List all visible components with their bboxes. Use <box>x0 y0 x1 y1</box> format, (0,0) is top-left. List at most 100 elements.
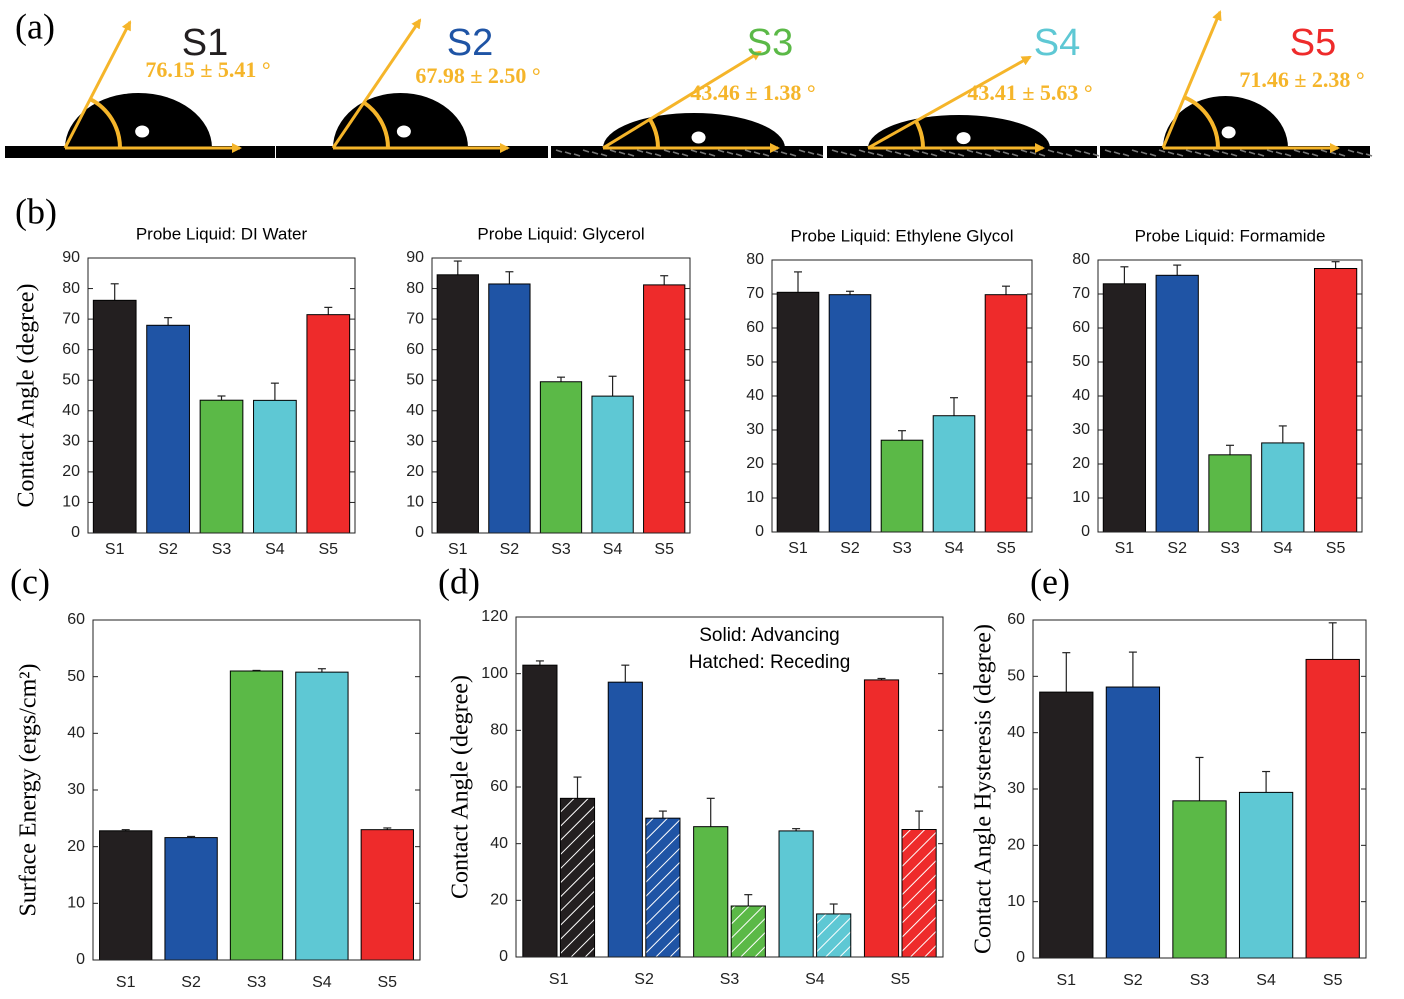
bar <box>608 682 642 957</box>
y-tick-label: 30 <box>1072 421 1090 438</box>
y-tick-label: 10 <box>1072 489 1090 506</box>
y-tick-label: 10 <box>1007 893 1025 910</box>
y-tick-label: 70 <box>746 285 764 302</box>
y-tick-label: 70 <box>1072 285 1090 302</box>
bar <box>560 798 594 957</box>
bar <box>731 906 765 957</box>
bar <box>1239 792 1292 958</box>
y-tick-label: 30 <box>62 433 80 450</box>
y-tick-label: 20 <box>1007 837 1025 854</box>
y-tick-label: 10 <box>62 494 80 511</box>
bar <box>100 831 152 960</box>
y-tick-label: 20 <box>490 892 508 909</box>
x-tick-label: S5 <box>654 541 674 558</box>
y-tick-label: 80 <box>746 251 764 268</box>
y-tick-label: 60 <box>67 611 85 628</box>
chart-title: Probe Liquid: Formamide <box>1135 226 1326 245</box>
y-tick-label: 40 <box>1072 387 1090 404</box>
x-tick-label: S5 <box>378 974 398 991</box>
angle-label: 67.98 ± 2.50 ° <box>415 63 540 88</box>
bar <box>933 416 975 532</box>
y-tick-label: 80 <box>490 722 508 739</box>
y-tick-label: 20 <box>67 838 85 855</box>
y-tick-label: 0 <box>1016 949 1025 966</box>
x-tick-label: S5 <box>891 971 911 988</box>
x-tick-label: S1 <box>116 974 136 991</box>
y-tick-label: 120 <box>481 608 508 625</box>
x-tick-label: S2 <box>634 971 654 988</box>
y-tick-label: 70 <box>62 310 80 327</box>
x-tick-label: S1 <box>1115 540 1135 557</box>
y-tick-label: 10 <box>406 494 424 511</box>
sample-name: S5 <box>1290 22 1336 64</box>
y-tick-label: 50 <box>67 668 85 685</box>
y-axis-label: Contact Angle (degree) <box>14 284 40 508</box>
x-tick-label: S2 <box>840 540 860 557</box>
y-tick-label: 60 <box>1007 611 1025 628</box>
figure: (a)S176.15 ± 5.41 °S267.98 ± 2.50 °S343.… <box>0 0 1404 999</box>
highlight <box>1222 126 1236 138</box>
chart-title: Probe Liquid: DI Water <box>136 224 308 243</box>
bar <box>1106 687 1159 958</box>
bar <box>1173 801 1226 958</box>
y-tick-label: 60 <box>490 778 508 795</box>
y-tick-label: 0 <box>499 948 508 965</box>
y-axis-label: Contact Angle Hysteresis (degree) <box>971 624 997 954</box>
y-tick-label: 0 <box>1081 523 1090 540</box>
bar <box>93 300 136 533</box>
bar <box>165 838 217 960</box>
y-tick-label: 90 <box>62 249 80 266</box>
bar <box>1314 269 1356 533</box>
y-tick-label: 50 <box>62 371 80 388</box>
y-tick-label: 60 <box>62 341 80 358</box>
y-tick-label: 0 <box>76 951 85 968</box>
bar <box>777 292 819 532</box>
y-tick-label: 0 <box>755 523 764 540</box>
y-tick-label: 20 <box>1072 455 1090 472</box>
y-tick-label: 50 <box>1072 353 1090 370</box>
y-tick-label: 30 <box>1007 780 1025 797</box>
sample-name: S4 <box>1034 22 1080 64</box>
panel-label: (c) <box>10 561 50 601</box>
y-axis-label: Contact Angle (degree) <box>448 675 474 899</box>
bar <box>523 665 557 957</box>
x-tick-label: S2 <box>158 541 178 558</box>
y-tick-label: 80 <box>1072 251 1090 268</box>
y-tick-label: 40 <box>746 387 764 404</box>
x-tick-label: S1 <box>1057 972 1077 989</box>
y-tick-label: 30 <box>406 433 424 450</box>
angle-label: 71.46 ± 2.38 ° <box>1239 67 1364 92</box>
panel-label: (d) <box>438 561 480 601</box>
bar <box>540 382 581 533</box>
bar <box>230 671 282 960</box>
bar <box>200 400 243 533</box>
sample-name: S2 <box>447 22 493 64</box>
bar <box>1156 275 1198 532</box>
y-tick-label: 20 <box>746 455 764 472</box>
bar <box>296 672 348 960</box>
y-tick-label: 60 <box>406 341 424 358</box>
bar <box>1040 692 1093 958</box>
bar <box>646 818 680 957</box>
x-tick-label: S4 <box>944 540 964 557</box>
bar <box>361 830 413 960</box>
panel-label: (a) <box>15 6 55 46</box>
sample-name: S3 <box>747 22 793 64</box>
annotation: Solid: Advancing <box>699 625 840 646</box>
x-tick-label: S1 <box>549 971 569 988</box>
page: (a)S176.15 ± 5.41 °S267.98 ± 2.50 °S343.… <box>0 0 1404 999</box>
bar <box>147 325 190 533</box>
bar <box>817 914 851 957</box>
bar <box>1103 284 1145 532</box>
x-tick-label: S1 <box>448 541 468 558</box>
bar <box>592 396 633 533</box>
panel-label: (b) <box>15 191 57 231</box>
angle-label: 76.15 ± 5.41 ° <box>145 57 270 82</box>
bar <box>694 827 728 957</box>
x-tick-label: S5 <box>1323 972 1343 989</box>
x-tick-label: S3 <box>212 541 232 558</box>
bar <box>829 295 871 532</box>
chart-title: Probe Liquid: Glycerol <box>477 224 644 243</box>
y-tick-label: 50 <box>1007 668 1025 685</box>
chart-title: Probe Liquid: Ethylene Glycol <box>790 226 1013 245</box>
